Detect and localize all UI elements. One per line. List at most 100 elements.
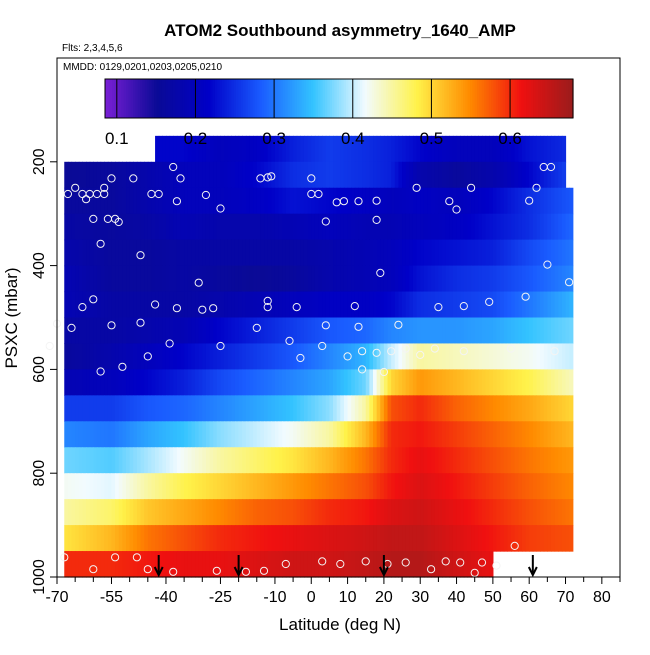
- heatmap-cell: [351, 447, 356, 474]
- colorbar-swatch: [231, 79, 235, 118]
- heatmap-cell: [202, 317, 207, 345]
- heatmap-cell: [162, 343, 167, 370]
- heatmap-cell: [104, 343, 109, 370]
- heatmap-cell: [383, 369, 389, 396]
- heatmap-cell: [71, 499, 76, 526]
- heatmap-cell: [452, 499, 458, 526]
- heatmap-cell: [122, 265, 127, 293]
- heatmap-cell: [234, 187, 240, 215]
- heatmap-cell: [165, 213, 171, 241]
- heatmap-cell: [569, 343, 574, 370]
- heatmap-cell: [412, 551, 418, 578]
- heatmap-cell: [303, 239, 309, 267]
- heatmap-cell: [300, 551, 305, 578]
- heatmap-cell: [550, 421, 556, 448]
- heatmap-cell: [144, 343, 149, 370]
- heatmap-cell: [151, 291, 156, 319]
- heatmap-cell: [234, 213, 240, 241]
- heatmap-cell: [540, 291, 545, 319]
- heatmap-cell: [340, 525, 345, 552]
- heatmap-cell: [402, 265, 407, 293]
- heatmap-cell: [122, 213, 127, 241]
- heatmap-cell: [460, 343, 465, 370]
- colorbar-swatch: [252, 79, 256, 118]
- heatmap-cell: [205, 187, 211, 215]
- heatmap-cell: [478, 239, 483, 267]
- heatmap-cell: [234, 447, 240, 474]
- heatmap-cell: [129, 213, 134, 241]
- heatmap-cell: [380, 447, 385, 474]
- heatmap-cell: [126, 239, 131, 267]
- heatmap-cell: [107, 265, 113, 293]
- heatmap-cell: [115, 551, 120, 578]
- heatmap-cell: [260, 265, 265, 293]
- heatmap-cell: [445, 343, 450, 370]
- heatmap-cell: [369, 369, 374, 396]
- heatmap-cell: [296, 421, 301, 448]
- colorbar-swatch: [491, 79, 495, 118]
- heatmap-cell: [307, 291, 312, 319]
- heatmap-cell: [394, 395, 400, 422]
- heatmap-cell: [184, 369, 189, 396]
- x-tick-label: -55: [100, 589, 123, 606]
- heatmap-cell: [565, 343, 570, 370]
- heatmap-cell: [220, 369, 225, 396]
- heatmap-cell: [369, 525, 374, 552]
- heatmap-cell: [329, 343, 334, 370]
- observation-marker: [387, 347, 396, 356]
- heatmap-cell: [271, 473, 276, 500]
- heatmap-cell: [64, 239, 69, 267]
- colorbar-swatch: [493, 79, 497, 118]
- heatmap-cell: [507, 343, 512, 370]
- heatmap-cell: [107, 291, 113, 319]
- heatmap-cell: [231, 369, 236, 396]
- heatmap-cell: [75, 187, 80, 215]
- heatmap-cell: [216, 135, 222, 163]
- observation-marker: [201, 190, 210, 200]
- heatmap-cell: [325, 499, 331, 526]
- heatmap-cell: [209, 369, 214, 396]
- heatmap-cell: [67, 265, 73, 293]
- heatmap-cell: [336, 447, 341, 474]
- heatmap-cell: [162, 421, 167, 448]
- heatmap-cell: [343, 343, 349, 370]
- heatmap-cell: [198, 421, 203, 448]
- heatmap-cell: [492, 161, 498, 189]
- observation-marker: [445, 197, 454, 206]
- heatmap-cell: [485, 369, 490, 396]
- heatmap-cell: [340, 291, 345, 319]
- heatmap-cell: [496, 161, 501, 189]
- heatmap-cell: [96, 317, 102, 345]
- heatmap-cell: [507, 187, 512, 215]
- heatmap-cell: [569, 473, 574, 500]
- heatmap-cell: [264, 291, 269, 319]
- heatmap-cell: [133, 213, 138, 241]
- heatmap-cell: [383, 135, 389, 163]
- heatmap-cell: [267, 213, 272, 241]
- heatmap-cell: [467, 447, 472, 474]
- heatmap-cell: [511, 239, 516, 267]
- heatmap-cell: [180, 291, 185, 319]
- heatmap-cell: [558, 317, 563, 345]
- heatmap-cell: [264, 473, 269, 500]
- heatmap-cell: [412, 213, 418, 241]
- colorbar-swatch: [144, 79, 148, 118]
- heatmap-cell: [387, 291, 392, 319]
- heatmap-cell: [500, 135, 505, 163]
- heatmap-cell: [93, 499, 98, 526]
- heatmap-cell: [180, 239, 185, 267]
- heatmap-cell: [340, 317, 345, 345]
- heatmap-cell: [67, 213, 73, 241]
- heatmap-cell: [169, 291, 174, 319]
- heatmap-cell: [481, 421, 487, 448]
- heatmap-cell: [202, 239, 207, 267]
- heatmap-cell: [151, 343, 156, 370]
- heatmap-cell: [445, 135, 450, 163]
- heatmap-cell: [162, 551, 167, 578]
- heatmap-cell: [67, 395, 73, 422]
- heatmap-cell: [431, 135, 436, 163]
- heatmap-cell: [518, 161, 523, 189]
- heatmap-cell: [351, 395, 356, 422]
- heatmap-cell: [456, 239, 461, 267]
- heatmap-cell: [365, 135, 370, 163]
